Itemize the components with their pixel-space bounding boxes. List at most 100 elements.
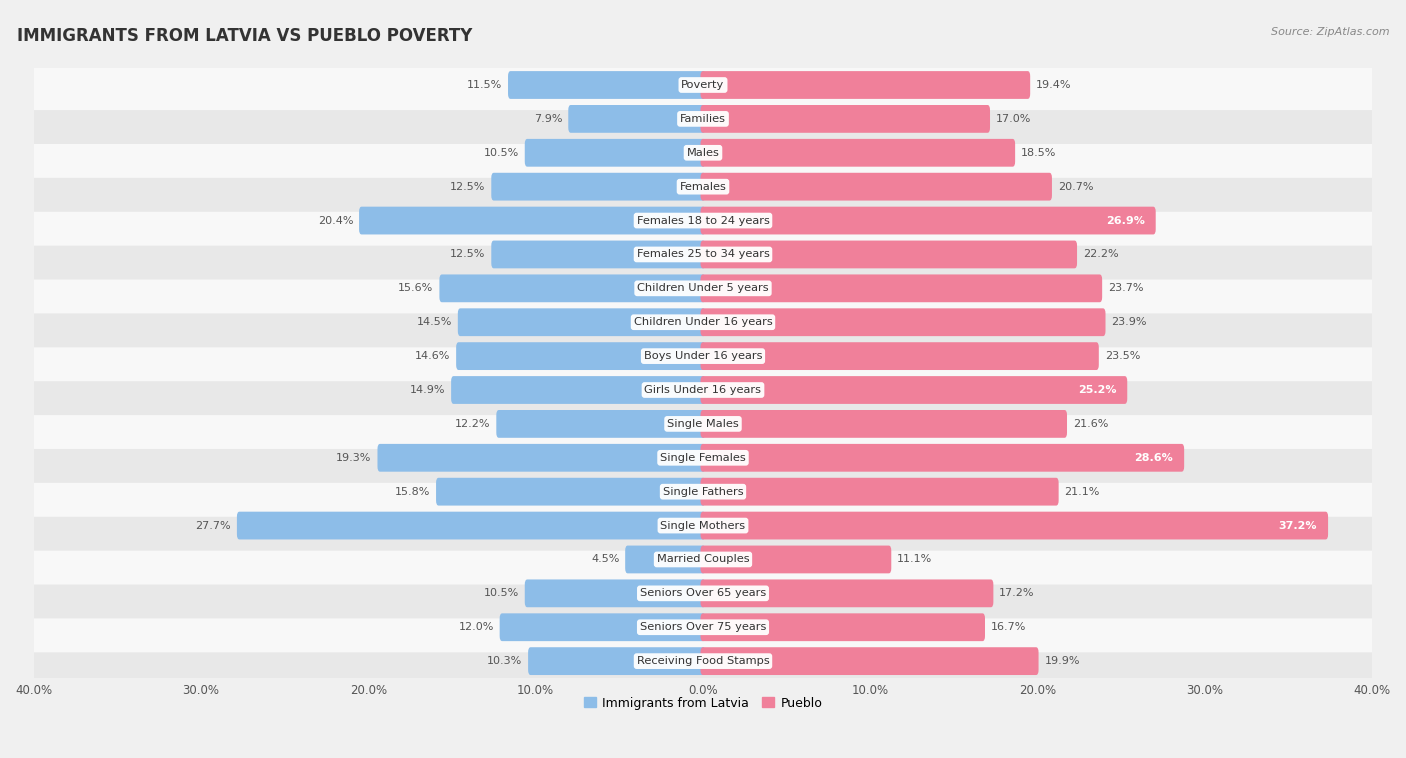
Text: 21.1%: 21.1% (1064, 487, 1099, 496)
Text: 21.6%: 21.6% (1073, 419, 1108, 429)
FancyBboxPatch shape (524, 139, 706, 167)
Legend: Immigrants from Latvia, Pueblo: Immigrants from Latvia, Pueblo (579, 691, 827, 715)
Text: Single Fathers: Single Fathers (662, 487, 744, 496)
FancyBboxPatch shape (28, 568, 1378, 619)
Text: 25.2%: 25.2% (1078, 385, 1116, 395)
Text: 11.5%: 11.5% (467, 80, 502, 90)
Text: 19.9%: 19.9% (1045, 656, 1080, 666)
FancyBboxPatch shape (700, 444, 1184, 471)
FancyBboxPatch shape (28, 602, 1378, 653)
FancyBboxPatch shape (529, 647, 706, 675)
Text: Females: Females (679, 182, 727, 192)
FancyBboxPatch shape (28, 161, 1378, 211)
FancyBboxPatch shape (491, 173, 706, 201)
Text: Children Under 16 years: Children Under 16 years (634, 318, 772, 327)
FancyBboxPatch shape (508, 71, 706, 99)
Text: Receiving Food Stamps: Receiving Food Stamps (637, 656, 769, 666)
FancyBboxPatch shape (28, 60, 1378, 110)
Text: Seniors Over 75 years: Seniors Over 75 years (640, 622, 766, 632)
Text: 16.7%: 16.7% (991, 622, 1026, 632)
Text: 11.1%: 11.1% (897, 554, 932, 565)
Text: 10.5%: 10.5% (484, 148, 519, 158)
FancyBboxPatch shape (28, 636, 1378, 686)
Text: 14.6%: 14.6% (415, 351, 450, 361)
Text: Single Males: Single Males (666, 419, 740, 429)
Text: 12.2%: 12.2% (456, 419, 491, 429)
Text: 23.9%: 23.9% (1111, 318, 1147, 327)
FancyBboxPatch shape (499, 613, 706, 641)
FancyBboxPatch shape (700, 579, 994, 607)
FancyBboxPatch shape (700, 376, 1128, 404)
FancyBboxPatch shape (700, 613, 986, 641)
FancyBboxPatch shape (700, 342, 1099, 370)
Text: 15.8%: 15.8% (395, 487, 430, 496)
FancyBboxPatch shape (700, 274, 1102, 302)
Text: 20.4%: 20.4% (318, 215, 353, 226)
Text: 12.5%: 12.5% (450, 182, 485, 192)
Text: Poverty: Poverty (682, 80, 724, 90)
FancyBboxPatch shape (700, 173, 1052, 201)
FancyBboxPatch shape (700, 71, 1031, 99)
FancyBboxPatch shape (491, 240, 706, 268)
FancyBboxPatch shape (28, 263, 1378, 313)
FancyBboxPatch shape (28, 331, 1378, 381)
FancyBboxPatch shape (436, 478, 706, 506)
FancyBboxPatch shape (28, 534, 1378, 584)
Text: 18.5%: 18.5% (1021, 148, 1056, 158)
Text: 14.5%: 14.5% (416, 318, 451, 327)
FancyBboxPatch shape (626, 546, 706, 573)
FancyBboxPatch shape (377, 444, 706, 471)
Text: Single Mothers: Single Mothers (661, 521, 745, 531)
FancyBboxPatch shape (28, 127, 1378, 178)
Text: 10.3%: 10.3% (486, 656, 522, 666)
Text: 23.7%: 23.7% (1108, 283, 1143, 293)
Text: Married Couples: Married Couples (657, 554, 749, 565)
Text: 37.2%: 37.2% (1278, 521, 1317, 531)
FancyBboxPatch shape (28, 196, 1378, 246)
FancyBboxPatch shape (458, 309, 706, 336)
Text: Source: ZipAtlas.com: Source: ZipAtlas.com (1271, 27, 1389, 36)
Text: Males: Males (686, 148, 720, 158)
Text: 20.7%: 20.7% (1057, 182, 1094, 192)
FancyBboxPatch shape (456, 342, 706, 370)
FancyBboxPatch shape (700, 207, 1156, 234)
FancyBboxPatch shape (28, 433, 1378, 483)
FancyBboxPatch shape (496, 410, 706, 438)
FancyBboxPatch shape (359, 207, 706, 234)
FancyBboxPatch shape (700, 546, 891, 573)
Text: 10.5%: 10.5% (484, 588, 519, 598)
Text: 19.3%: 19.3% (336, 453, 371, 463)
FancyBboxPatch shape (524, 579, 706, 607)
Text: 17.2%: 17.2% (1000, 588, 1035, 598)
FancyBboxPatch shape (440, 274, 706, 302)
FancyBboxPatch shape (700, 105, 990, 133)
FancyBboxPatch shape (28, 94, 1378, 144)
FancyBboxPatch shape (700, 512, 1329, 540)
FancyBboxPatch shape (28, 230, 1378, 280)
Text: Families: Families (681, 114, 725, 124)
FancyBboxPatch shape (700, 647, 1039, 675)
FancyBboxPatch shape (568, 105, 706, 133)
Text: 26.9%: 26.9% (1107, 215, 1144, 226)
Text: 14.9%: 14.9% (409, 385, 446, 395)
Text: 23.5%: 23.5% (1105, 351, 1140, 361)
Text: 27.7%: 27.7% (195, 521, 231, 531)
Text: 12.5%: 12.5% (450, 249, 485, 259)
Text: 19.4%: 19.4% (1036, 80, 1071, 90)
Text: 28.6%: 28.6% (1135, 453, 1173, 463)
Text: Single Females: Single Females (661, 453, 745, 463)
FancyBboxPatch shape (700, 410, 1067, 438)
Text: Boys Under 16 years: Boys Under 16 years (644, 351, 762, 361)
Text: 4.5%: 4.5% (591, 554, 619, 565)
Text: 17.0%: 17.0% (995, 114, 1031, 124)
FancyBboxPatch shape (700, 309, 1105, 336)
FancyBboxPatch shape (28, 297, 1378, 347)
FancyBboxPatch shape (28, 500, 1378, 550)
Text: 12.0%: 12.0% (458, 622, 494, 632)
FancyBboxPatch shape (236, 512, 706, 540)
Text: 22.2%: 22.2% (1083, 249, 1119, 259)
Text: Females 18 to 24 years: Females 18 to 24 years (637, 215, 769, 226)
Text: 7.9%: 7.9% (534, 114, 562, 124)
FancyBboxPatch shape (700, 478, 1059, 506)
Text: Girls Under 16 years: Girls Under 16 years (644, 385, 762, 395)
